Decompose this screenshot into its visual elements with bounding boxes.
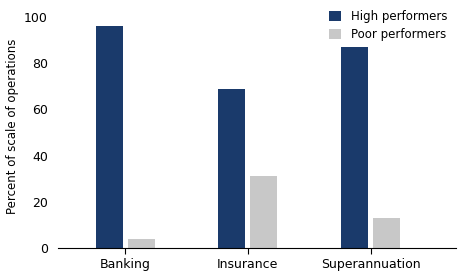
- Bar: [219, 89, 245, 248]
- Bar: [373, 218, 400, 248]
- Bar: [250, 176, 277, 248]
- Legend: High performers, Poor performers: High performers, Poor performers: [326, 7, 450, 44]
- Y-axis label: Percent of scale of operations: Percent of scale of operations: [6, 39, 18, 214]
- Bar: [96, 26, 123, 248]
- Bar: [128, 239, 155, 248]
- Bar: [341, 47, 368, 248]
